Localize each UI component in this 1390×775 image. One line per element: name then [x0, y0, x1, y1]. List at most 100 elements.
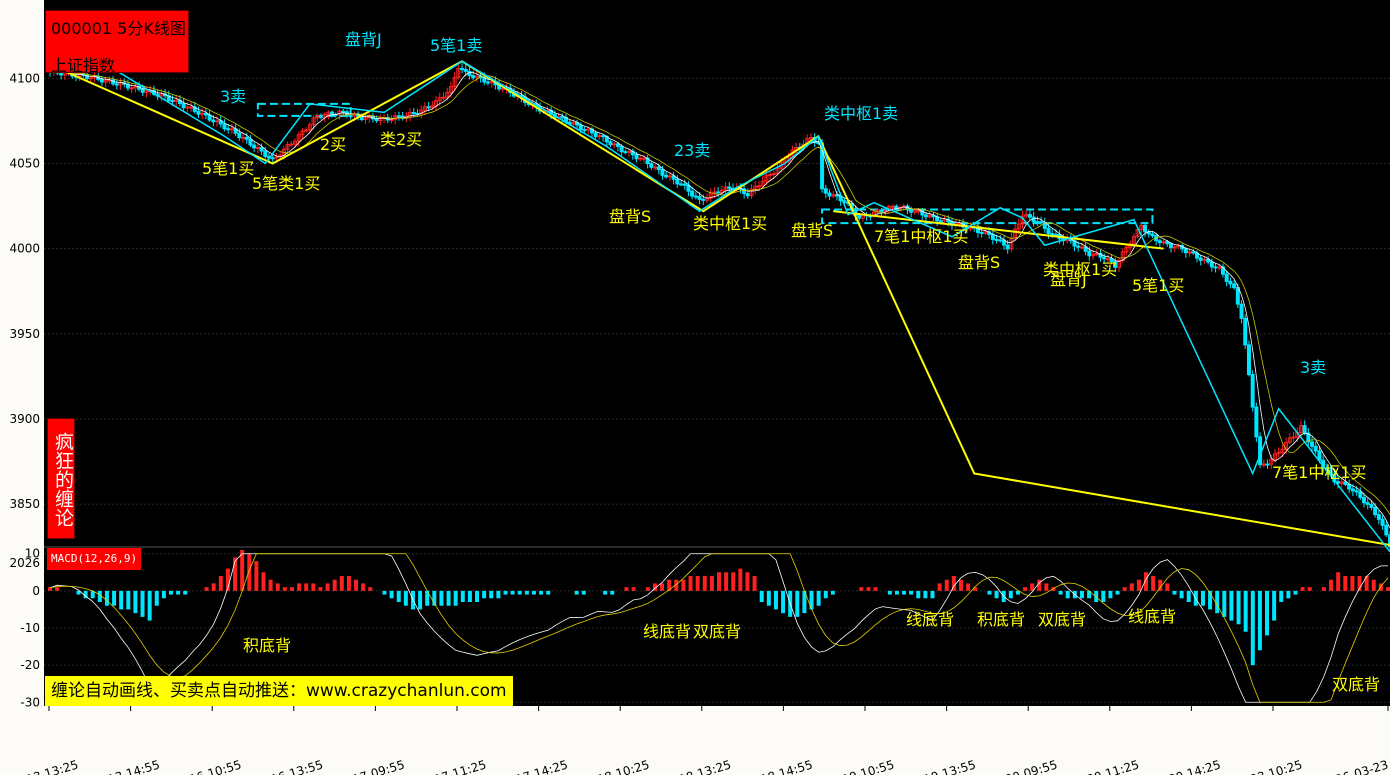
candle-body [1039, 221, 1044, 224]
candle-body [85, 74, 90, 80]
candle-body [916, 210, 921, 213]
macd-tick-label: 0 [32, 584, 40, 598]
annotation-label: 积底背 [243, 636, 291, 655]
promo-banner[interactable]: 缠论自动画线、买卖点自动推送：www.crazychanlun.com [45, 676, 513, 706]
candle-body [1302, 425, 1307, 434]
candle-body [1079, 246, 1084, 249]
candle-body [252, 144, 257, 149]
candle-body [1035, 221, 1040, 224]
candle-body [307, 124, 312, 131]
candle-body [775, 167, 780, 175]
candle-body [437, 97, 442, 102]
candle-body [300, 130, 305, 136]
candle-body [998, 239, 1003, 242]
annotation-label: 类中枢1买 [693, 214, 767, 233]
candle-body [341, 110, 346, 113]
macd-tick-label: -10 [20, 621, 40, 635]
candle-body [1124, 246, 1129, 253]
candle-body [697, 196, 702, 200]
candle-body [1232, 283, 1237, 289]
candle-body [1113, 260, 1118, 268]
candle-body [1298, 425, 1303, 434]
symbol-code: 000001 5分K线图 [51, 19, 186, 38]
annotation-label: 7笔1中枢1买 [874, 227, 969, 246]
candle-body [292, 140, 297, 145]
candle-body [1343, 481, 1348, 485]
candle-body [1191, 251, 1196, 254]
candle-body [474, 75, 479, 79]
candle-body [909, 208, 914, 213]
candle-body [460, 67, 465, 70]
candle-body [938, 220, 943, 223]
candle-body [1228, 280, 1233, 285]
candle-body [1384, 524, 1389, 536]
annotation-label: 5笔1买 [202, 159, 254, 178]
candle-body [140, 88, 145, 93]
candle-body [1198, 257, 1203, 261]
macd-tick-label: -20 [20, 658, 40, 672]
candle-body [471, 75, 476, 79]
candle-body [1350, 488, 1355, 492]
candle-body [88, 77, 93, 80]
candle-body [1143, 224, 1148, 233]
candle-body [1083, 246, 1088, 252]
annotation-label: 双底背 [693, 622, 741, 641]
candle-body [1373, 506, 1378, 516]
candle-body [571, 122, 576, 125]
candle-body [693, 195, 698, 198]
candle-body [1280, 448, 1285, 453]
candle-body [181, 103, 186, 109]
price-tick-label: 3950 [9, 327, 40, 341]
candle-body [927, 214, 932, 218]
zhongshu-box [821, 208, 1154, 225]
candle-body [615, 143, 620, 147]
candle-body [771, 173, 776, 176]
candle-body [326, 111, 331, 115]
symbol-header: 000001 5分K线图 上证指数 [45, 10, 189, 75]
candle-body [1209, 261, 1214, 268]
candle-body [159, 93, 164, 97]
candle-body [827, 192, 832, 197]
candle-body [1388, 534, 1390, 548]
candle-body [1105, 258, 1110, 261]
candle-body [719, 189, 724, 194]
price-tick-label: 4050 [9, 157, 40, 171]
candle-body [1362, 496, 1367, 504]
candle-body [578, 124, 583, 131]
candle-body [745, 193, 750, 197]
candle-body [1087, 250, 1092, 257]
candle-body [608, 141, 613, 146]
candle-body [1310, 441, 1315, 447]
annotation-label: 双底背 [1332, 675, 1380, 694]
candle-body [1347, 483, 1352, 490]
candle-body [389, 118, 394, 121]
candle-body [753, 185, 758, 190]
candle-body [1135, 229, 1140, 238]
candle-body [144, 90, 149, 93]
annotation-label: 7笔1中枢1买 [1272, 463, 1367, 482]
moving-average [49, 70, 1390, 515]
grid-lines [44, 77, 1390, 703]
candle-body [396, 115, 401, 118]
candle-body [619, 145, 624, 153]
candle-body [1217, 266, 1222, 269]
candle-body [411, 111, 416, 114]
candle-body [463, 68, 468, 72]
candle-body [500, 87, 505, 90]
candle-body [448, 86, 453, 94]
candle-body [1150, 233, 1155, 237]
candle-body [990, 233, 995, 240]
candle-body [1213, 266, 1218, 269]
candle-body [1117, 260, 1122, 268]
candle-body [1246, 344, 1251, 376]
moving-average [49, 70, 1390, 529]
candle-body [1376, 514, 1381, 520]
candle-body [1139, 224, 1144, 231]
candle-body [348, 115, 353, 118]
candle-body [912, 210, 917, 213]
annotation-label: 盘背S [609, 207, 651, 226]
annotation-label: 5笔1买 [1132, 276, 1184, 295]
time-axis: 2026-03-13 13:252026-03-13 14:552026-03-… [0, 706, 1390, 775]
